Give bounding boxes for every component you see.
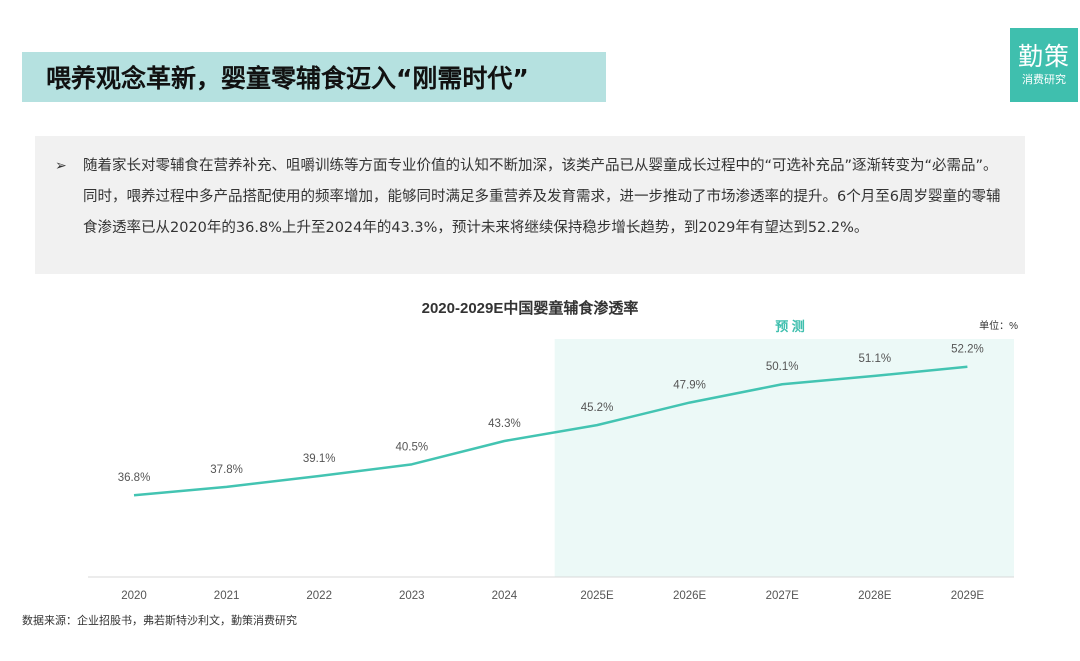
brand-logo: 勤策 消费研究 <box>1010 28 1078 102</box>
summary-box: ➢ 随着家长对零辅食在营养补充、咀嚼训练等方面专业价值的认知不断加深，该类产品已… <box>35 136 1025 274</box>
chart-marks: 36.8% 2020 37.8% 2021 39.1% 2022 40.5% 2023 43.3… <box>118 344 985 602</box>
x-tick-label: 2024 <box>492 590 518 602</box>
brand-subtitle: 消费研究 <box>1022 73 1066 86</box>
chart-svg: 2020-2029E中国婴童辅食渗透率 预 测 单位：% 36.8% 2020 37… <box>88 299 1018 602</box>
forecast-label: 预 测 <box>775 319 805 334</box>
unit-label: 单位：% <box>979 319 1018 332</box>
penetration-chart: 2020-2029E中国婴童辅食渗透率 预 测 单位：% 36.8% 2020 37… <box>0 285 1080 615</box>
series-line <box>133 365 968 497</box>
data-source-note: 数据来源：企业招股书，弗若斯特沙利文，勤策消费研究 <box>22 614 297 627</box>
forecast-region <box>554 339 1014 577</box>
x-tick-label: 2026E <box>673 590 707 602</box>
x-tick-label: 2025E <box>580 590 614 602</box>
data-label: 40.5% <box>395 441 428 453</box>
data-label: 47.9% <box>673 380 706 392</box>
x-tick-label: 2020 <box>121 590 147 602</box>
data-label: 52.2% <box>951 344 984 356</box>
page-title: 喂养观念革新，婴童零辅食迈入“刚需时代” <box>22 52 606 102</box>
brand-name: 勤策 <box>1017 42 1070 71</box>
x-tick-label: 2027E <box>766 590 800 602</box>
x-tick-label: 2023 <box>399 590 425 602</box>
x-tick-label: 2029E <box>951 590 985 602</box>
x-tick-label: 2021 <box>214 590 240 602</box>
bullet-arrow-icon: ➢ <box>55 158 67 174</box>
data-label: 39.1% <box>303 453 336 465</box>
page-title-text: 喂养观念革新，婴童零辅食迈入“刚需时代” <box>46 64 529 93</box>
data-label: 45.2% <box>581 402 614 414</box>
data-label: 37.8% <box>210 464 243 476</box>
summary-text: 随着家长对零辅食在营养补充、咀嚼训练等方面专业价值的认知不断加深，该类产品已从婴… <box>83 158 1001 236</box>
chart-title: 2020-2029E中国婴童辅食渗透率 <box>422 299 639 317</box>
x-tick-label: 2022 <box>306 590 332 602</box>
data-label: 43.3% <box>488 418 521 430</box>
data-label: 50.1% <box>766 361 799 373</box>
data-label: 51.1% <box>858 353 891 365</box>
data-label: 36.8% <box>118 472 151 484</box>
x-tick-label: 2028E <box>858 590 892 602</box>
